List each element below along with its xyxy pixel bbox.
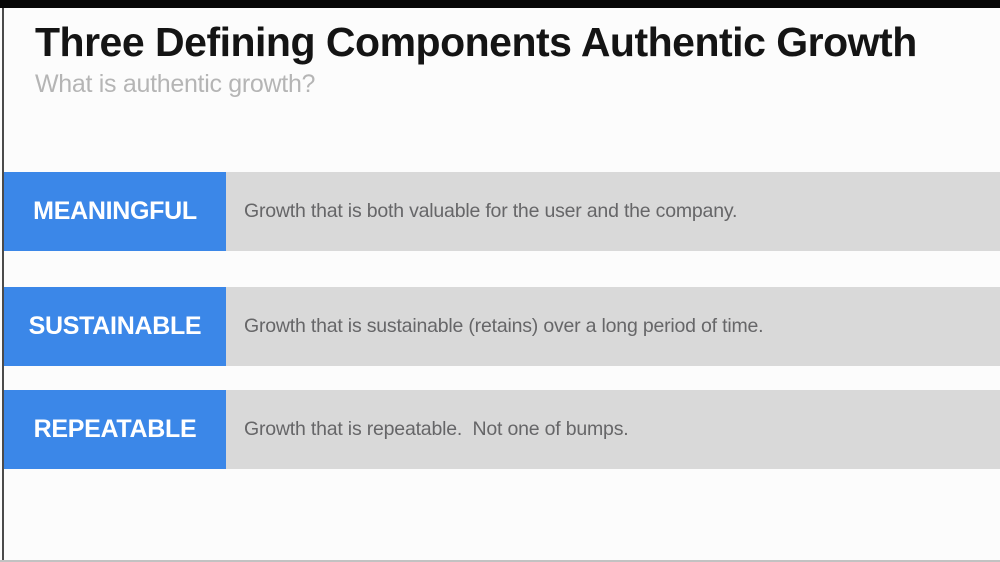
component-row-sustainable: SUSTAINABLE Growth that is sustainable (… <box>4 287 1000 366</box>
component-row-repeatable: REPEATABLE Growth that is repeatable. No… <box>4 390 1000 469</box>
slide-subtitle: What is authentic growth? <box>35 70 316 99</box>
component-row-meaningful: MEANINGFUL Growth that is both valuable … <box>4 172 1000 251</box>
slide-header: Three Defining Components Authentic Grow… <box>35 19 994 99</box>
component-label: MEANINGFUL <box>4 172 226 251</box>
slide-title: Three Defining Components Authentic Grow… <box>35 19 917 65</box>
top-letterbox-bar <box>0 0 1000 8</box>
bottom-edge-line <box>0 560 1000 562</box>
component-description-bar: Growth that is sustainable (retains) ove… <box>226 287 1000 366</box>
component-description: Growth that is both valuable for the use… <box>244 200 738 222</box>
component-label: SUSTAINABLE <box>4 287 226 366</box>
left-edge-line <box>2 8 4 562</box>
component-description-bar: Growth that is both valuable for the use… <box>226 172 1000 251</box>
component-label: REPEATABLE <box>4 390 226 469</box>
component-description: Growth that is repeatable. Not one of bu… <box>244 418 629 440</box>
component-description: Growth that is sustainable (retains) ove… <box>244 315 764 337</box>
component-description-bar: Growth that is repeatable. Not one of bu… <box>226 390 1000 469</box>
